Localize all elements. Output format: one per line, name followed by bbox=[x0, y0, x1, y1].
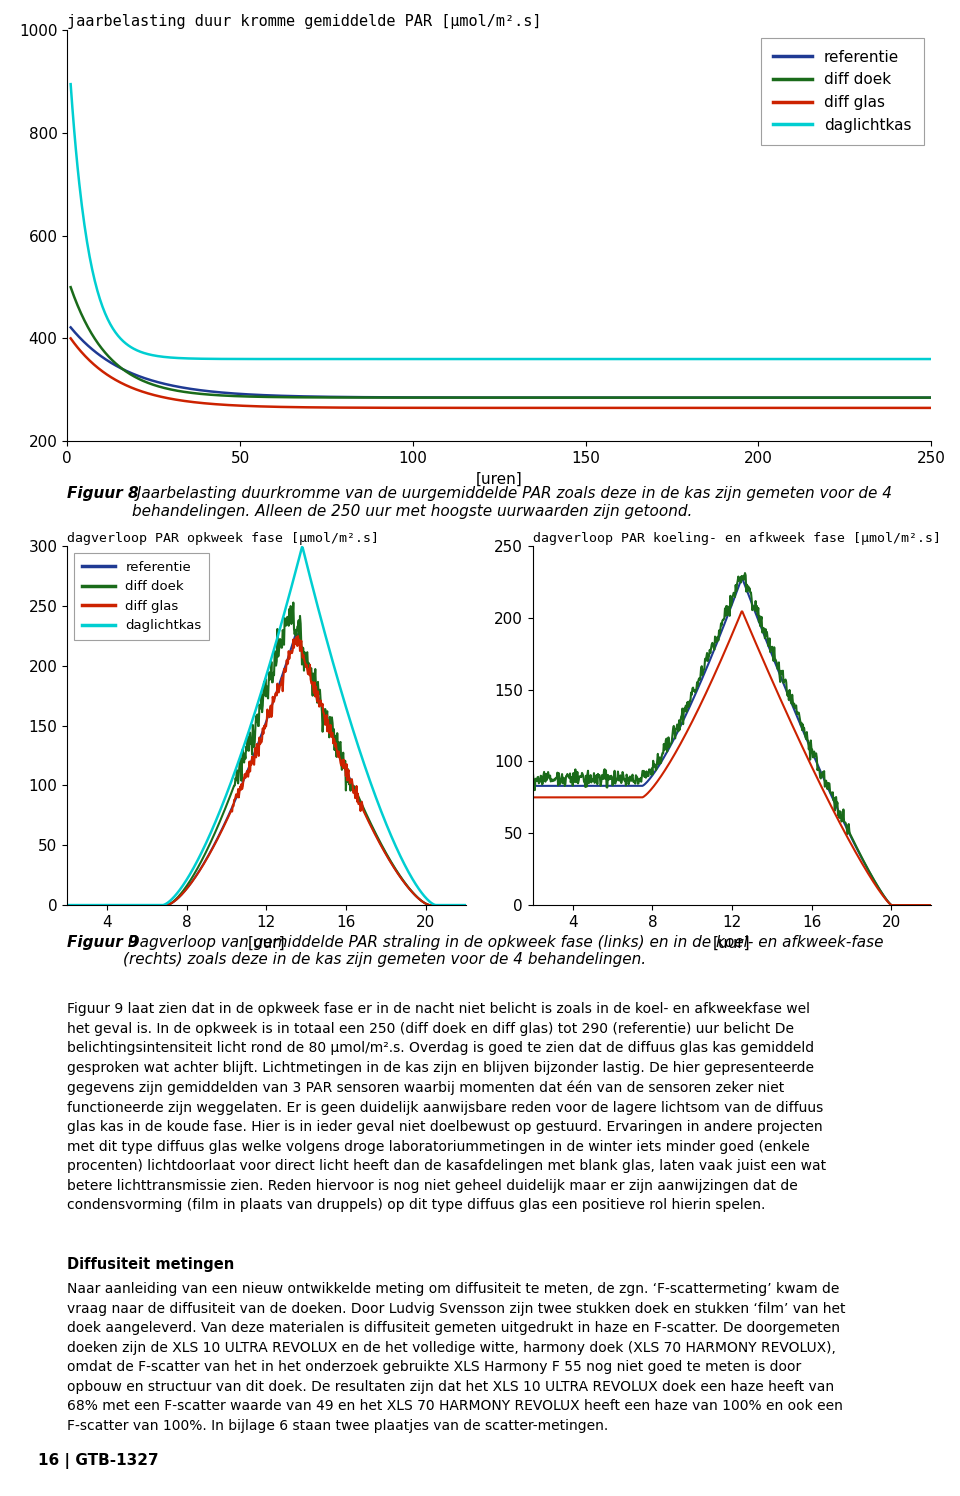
Text: dagverloop PAR opkweek fase [μmol/m².s]: dagverloop PAR opkweek fase [μmol/m².s] bbox=[67, 533, 379, 545]
Text: jaarbelasting duur kromme gemiddelde PAR [μmol/m².s]: jaarbelasting duur kromme gemiddelde PAR… bbox=[67, 13, 541, 28]
Text: Figuur 9: Figuur 9 bbox=[67, 935, 139, 950]
X-axis label: [uren]: [uren] bbox=[476, 471, 522, 486]
Text: Dagverloop van gemiddelde PAR straling in de opkweek fase (links) en in de koel-: Dagverloop van gemiddelde PAR straling i… bbox=[123, 935, 883, 968]
Text: Jaarbelasting duurkromme van de uurgemiddelde PAR zoals deze in de kas zijn geme: Jaarbelasting duurkromme van de uurgemid… bbox=[132, 486, 893, 519]
Text: Diffusiteit metingen: Diffusiteit metingen bbox=[67, 1257, 234, 1272]
X-axis label: [uur]: [uur] bbox=[248, 935, 285, 950]
Legend: referentie, diff doek, diff glas, daglichtkas: referentie, diff doek, diff glas, daglic… bbox=[74, 552, 209, 640]
Text: Figuur 8: Figuur 8 bbox=[67, 486, 139, 501]
Text: Figuur 9 laat zien dat in de opkweek fase er in de nacht niet belicht is zoals i: Figuur 9 laat zien dat in de opkweek fas… bbox=[67, 1002, 827, 1212]
X-axis label: [uur]: [uur] bbox=[713, 935, 751, 950]
Text: Naar aanleiding van een nieuw ontwikkelde meting om diffusiteit te meten, de zgn: Naar aanleiding van een nieuw ontwikkeld… bbox=[67, 1282, 846, 1433]
Text: dagverloop PAR koeling- en afkweek fase [μmol/m².s]: dagverloop PAR koeling- en afkweek fase … bbox=[533, 533, 941, 545]
Text: 16 | GTB-1327: 16 | GTB-1327 bbox=[38, 1453, 159, 1469]
Legend: referentie, diff doek, diff glas, daglichtkas: referentie, diff doek, diff glas, daglic… bbox=[761, 37, 924, 145]
